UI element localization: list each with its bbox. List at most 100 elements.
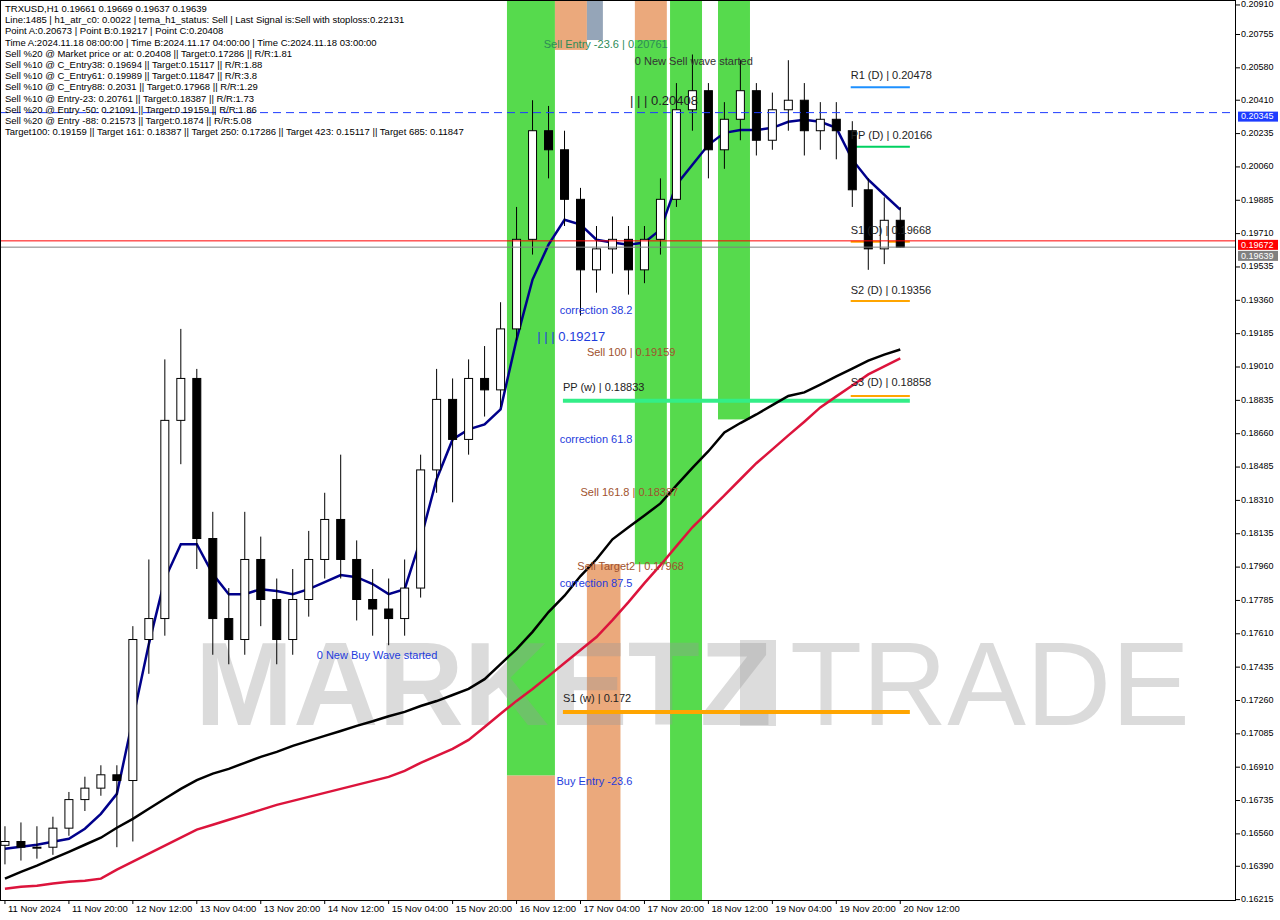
candle-body xyxy=(385,609,393,619)
y-tick-label: 0.17260 xyxy=(1241,695,1274,705)
y-tick-label: 0.19010 xyxy=(1241,361,1274,371)
candle-body xyxy=(81,788,89,799)
annotation: S2 (D) | 0.19356 xyxy=(851,284,932,296)
candle-body xyxy=(289,599,297,639)
annotation: | | | 0.19217 xyxy=(537,329,605,344)
y-tick xyxy=(1236,367,1240,368)
candle-body xyxy=(33,847,41,848)
x-tick-label: 11 Nov 20:00 xyxy=(72,903,128,914)
candle-wick xyxy=(452,378,453,502)
y-tick-label: 0.19185 xyxy=(1241,328,1274,338)
candle-wick xyxy=(148,559,149,673)
y-tick xyxy=(1236,567,1240,568)
candle-body xyxy=(449,399,457,439)
y-tick-label: 0.17085 xyxy=(1241,728,1274,738)
price-line xyxy=(0,240,1236,241)
annotation: Sell Entry -23.6 | 0.20761 xyxy=(544,38,668,50)
x-tick xyxy=(452,900,453,904)
candle-body xyxy=(97,775,105,788)
y-tick-label: 0.20060 xyxy=(1241,161,1274,171)
candle-body xyxy=(273,599,281,639)
level-line xyxy=(563,399,910,403)
price-marker-label: 0.19639 xyxy=(1241,251,1274,261)
y-tick-label: 0.18660 xyxy=(1241,428,1274,438)
candle-body xyxy=(321,519,329,559)
annotation: | | | 0.20408 xyxy=(630,93,698,108)
info-line: Sell %20 @ Market price or at: 0.20408 |… xyxy=(5,48,292,59)
candle-body xyxy=(369,599,377,609)
candle-body xyxy=(624,239,632,269)
candle-body xyxy=(113,775,121,781)
y-tick xyxy=(1236,667,1240,668)
y-tick xyxy=(1236,700,1240,701)
candle-body xyxy=(161,420,169,618)
candle-body xyxy=(672,110,680,200)
y-tick-label: 0.17960 xyxy=(1241,561,1274,571)
x-tick xyxy=(836,900,837,904)
candle-body xyxy=(832,119,840,130)
zone xyxy=(670,0,702,900)
candle-body xyxy=(640,239,648,269)
background xyxy=(0,0,1280,920)
y-tick xyxy=(1236,800,1240,801)
x-tick xyxy=(772,900,773,904)
y-tick-label: 0.20235 xyxy=(1241,128,1274,138)
candle-body xyxy=(17,841,25,847)
y-tick xyxy=(1236,333,1240,334)
annotation: S1 (w) | 0.172 xyxy=(563,692,631,704)
chart: MARKETZTRADE Sell Entry -23.6 | 0.20761 0 … xyxy=(0,0,1280,920)
y-tick xyxy=(1236,833,1240,834)
x-tick-label: 13 Nov 04:00 xyxy=(200,903,257,914)
x-tick-label: 20 Nov 12:00 xyxy=(903,903,960,914)
annotation: 0 New Sell wave started xyxy=(635,55,753,67)
candle-body xyxy=(816,119,824,130)
level-line xyxy=(851,146,910,148)
x-tick xyxy=(516,900,517,904)
candle-body xyxy=(768,110,776,140)
moving-average xyxy=(5,358,900,888)
x-tick xyxy=(68,900,69,904)
candle-body xyxy=(225,619,233,640)
y-tick xyxy=(1236,533,1240,534)
y-tick-label: 0.16735 xyxy=(1241,795,1274,805)
y-tick xyxy=(1236,600,1240,601)
candle-wick xyxy=(788,60,789,131)
candle-body xyxy=(561,150,569,200)
y-tick-label: 0.18485 xyxy=(1241,461,1274,471)
y-tick xyxy=(1236,4,1240,5)
y-tick-label: 0.19885 xyxy=(1241,195,1274,205)
level-line xyxy=(851,86,910,88)
x-tick xyxy=(132,900,133,904)
y-tick-label: 0.18310 xyxy=(1241,495,1274,505)
watermark: MARKETZ xyxy=(195,618,772,750)
annotation: correction 38.2 xyxy=(560,304,633,316)
candles xyxy=(1,54,904,864)
y-tick xyxy=(1236,133,1240,134)
y-tick xyxy=(1236,166,1240,167)
candle-wick xyxy=(36,826,37,858)
candle-body xyxy=(401,588,409,618)
watermark: TRADE xyxy=(790,618,1190,750)
x-tick-label: 13 Nov 20:00 xyxy=(264,903,321,914)
x-tick-label: 19 Nov 04:00 xyxy=(775,903,832,914)
y-tick xyxy=(1236,400,1240,401)
zone xyxy=(507,776,555,900)
x-tick xyxy=(644,900,645,904)
y-tick-label: 0.16390 xyxy=(1241,861,1274,871)
y-tick-label: 0.17785 xyxy=(1241,595,1274,605)
y-tick xyxy=(1236,233,1240,234)
info-line: Sell %20 @ Entry -88: 0.21573 || Target:… xyxy=(5,115,251,126)
y-tick xyxy=(1236,34,1240,35)
x-tick-label: 17 Nov 20:00 xyxy=(647,903,704,914)
x-tick-label: 15 Nov 04:00 xyxy=(392,903,449,914)
y-tick-label: 0.18135 xyxy=(1241,528,1274,538)
annotation: Buy Entry -23.6 xyxy=(557,775,633,787)
y-tick-label: 0.17435 xyxy=(1241,662,1274,672)
x-tick-label: 15 Nov 20:00 xyxy=(456,903,513,914)
x-tick xyxy=(324,900,325,904)
info-line: Sell %10 @ C_Entry38: 0.19694 || Target:… xyxy=(5,59,262,70)
title: TRXUSD,H1 0.19661 0.19669 0.19637 0.1963… xyxy=(5,3,207,14)
annotation: R1 (D) | 0.20478 xyxy=(851,69,932,81)
x-tick-label: 11 Nov 2024 xyxy=(8,903,61,914)
y-tick-label: 0.18835 xyxy=(1241,395,1274,405)
